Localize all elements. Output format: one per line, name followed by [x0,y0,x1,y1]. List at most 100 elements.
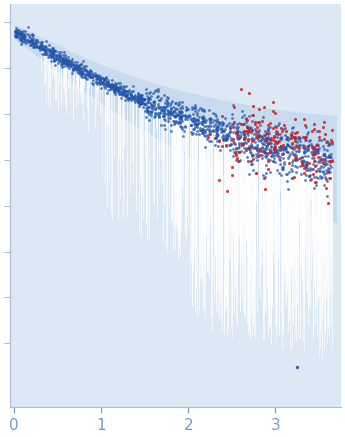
Point [297,155,302,162]
Point [195,117,200,124]
Point [214,117,219,124]
Point [162,125,168,132]
Point [266,140,272,147]
Point [323,162,328,169]
Point [43,49,49,55]
Point [146,96,151,103]
Point [88,73,94,80]
Point [62,54,68,61]
Point [292,145,297,152]
Point [274,128,280,135]
Point [155,93,160,100]
Point [72,61,77,68]
Point [62,57,68,64]
Point [259,134,265,141]
Point [76,65,82,72]
Point [28,34,34,41]
Point [329,157,335,164]
Point [122,97,128,104]
Point [249,160,254,167]
Point [301,145,307,152]
Point [60,57,65,64]
Point [222,125,227,132]
Point [48,51,53,58]
Point [58,53,63,60]
Point [235,129,240,136]
Point [79,70,85,77]
Point [46,51,51,58]
Point [243,114,248,121]
Point [272,110,277,117]
Point [289,140,295,147]
Point [229,110,235,117]
Point [68,61,73,68]
Point [176,101,182,108]
Point [306,160,312,167]
Point [94,73,100,80]
Point [21,32,26,39]
Point [268,146,274,153]
Point [91,73,96,80]
Point [50,49,56,56]
Point [244,123,249,130]
Point [267,130,272,137]
Point [167,111,172,118]
Point [121,86,127,93]
Point [136,97,141,104]
Point [152,111,158,118]
Point [245,157,251,164]
Point [115,87,121,94]
Point [280,146,286,153]
Point [63,56,69,63]
Point [38,45,43,52]
Point [246,145,251,152]
Point [315,149,321,156]
Point [274,139,279,146]
Point [302,158,307,165]
Point [44,50,50,57]
Point [284,177,289,184]
Point [72,58,77,65]
Point [88,73,93,80]
Point [304,171,309,178]
Point [86,72,91,79]
Point [117,90,122,97]
Point [284,136,289,143]
Point [148,108,154,115]
Point [278,171,284,178]
Point [172,112,177,119]
Point [268,153,274,160]
Point [19,36,24,43]
Point [245,125,251,132]
Point [178,112,184,119]
Point [184,112,189,119]
Point [149,104,155,111]
Point [145,106,150,113]
Point [303,134,308,141]
Point [98,73,103,80]
Point [195,121,200,128]
Point [146,95,151,102]
Point [235,127,240,134]
Point [317,167,322,174]
Point [250,102,256,109]
Point [247,147,253,154]
Point [188,121,194,128]
Point [172,107,178,114]
Point [154,93,159,100]
Point [221,135,226,142]
Point [212,126,218,133]
Point [255,151,261,158]
Point [255,135,260,142]
Point [41,50,47,57]
Point [218,124,224,131]
Point [300,162,305,169]
Point [157,104,162,111]
Point [24,30,29,37]
Point [123,93,129,100]
Point [160,113,166,120]
Point [171,111,176,118]
Point [260,172,266,179]
Point [235,136,240,143]
Point [298,141,303,148]
